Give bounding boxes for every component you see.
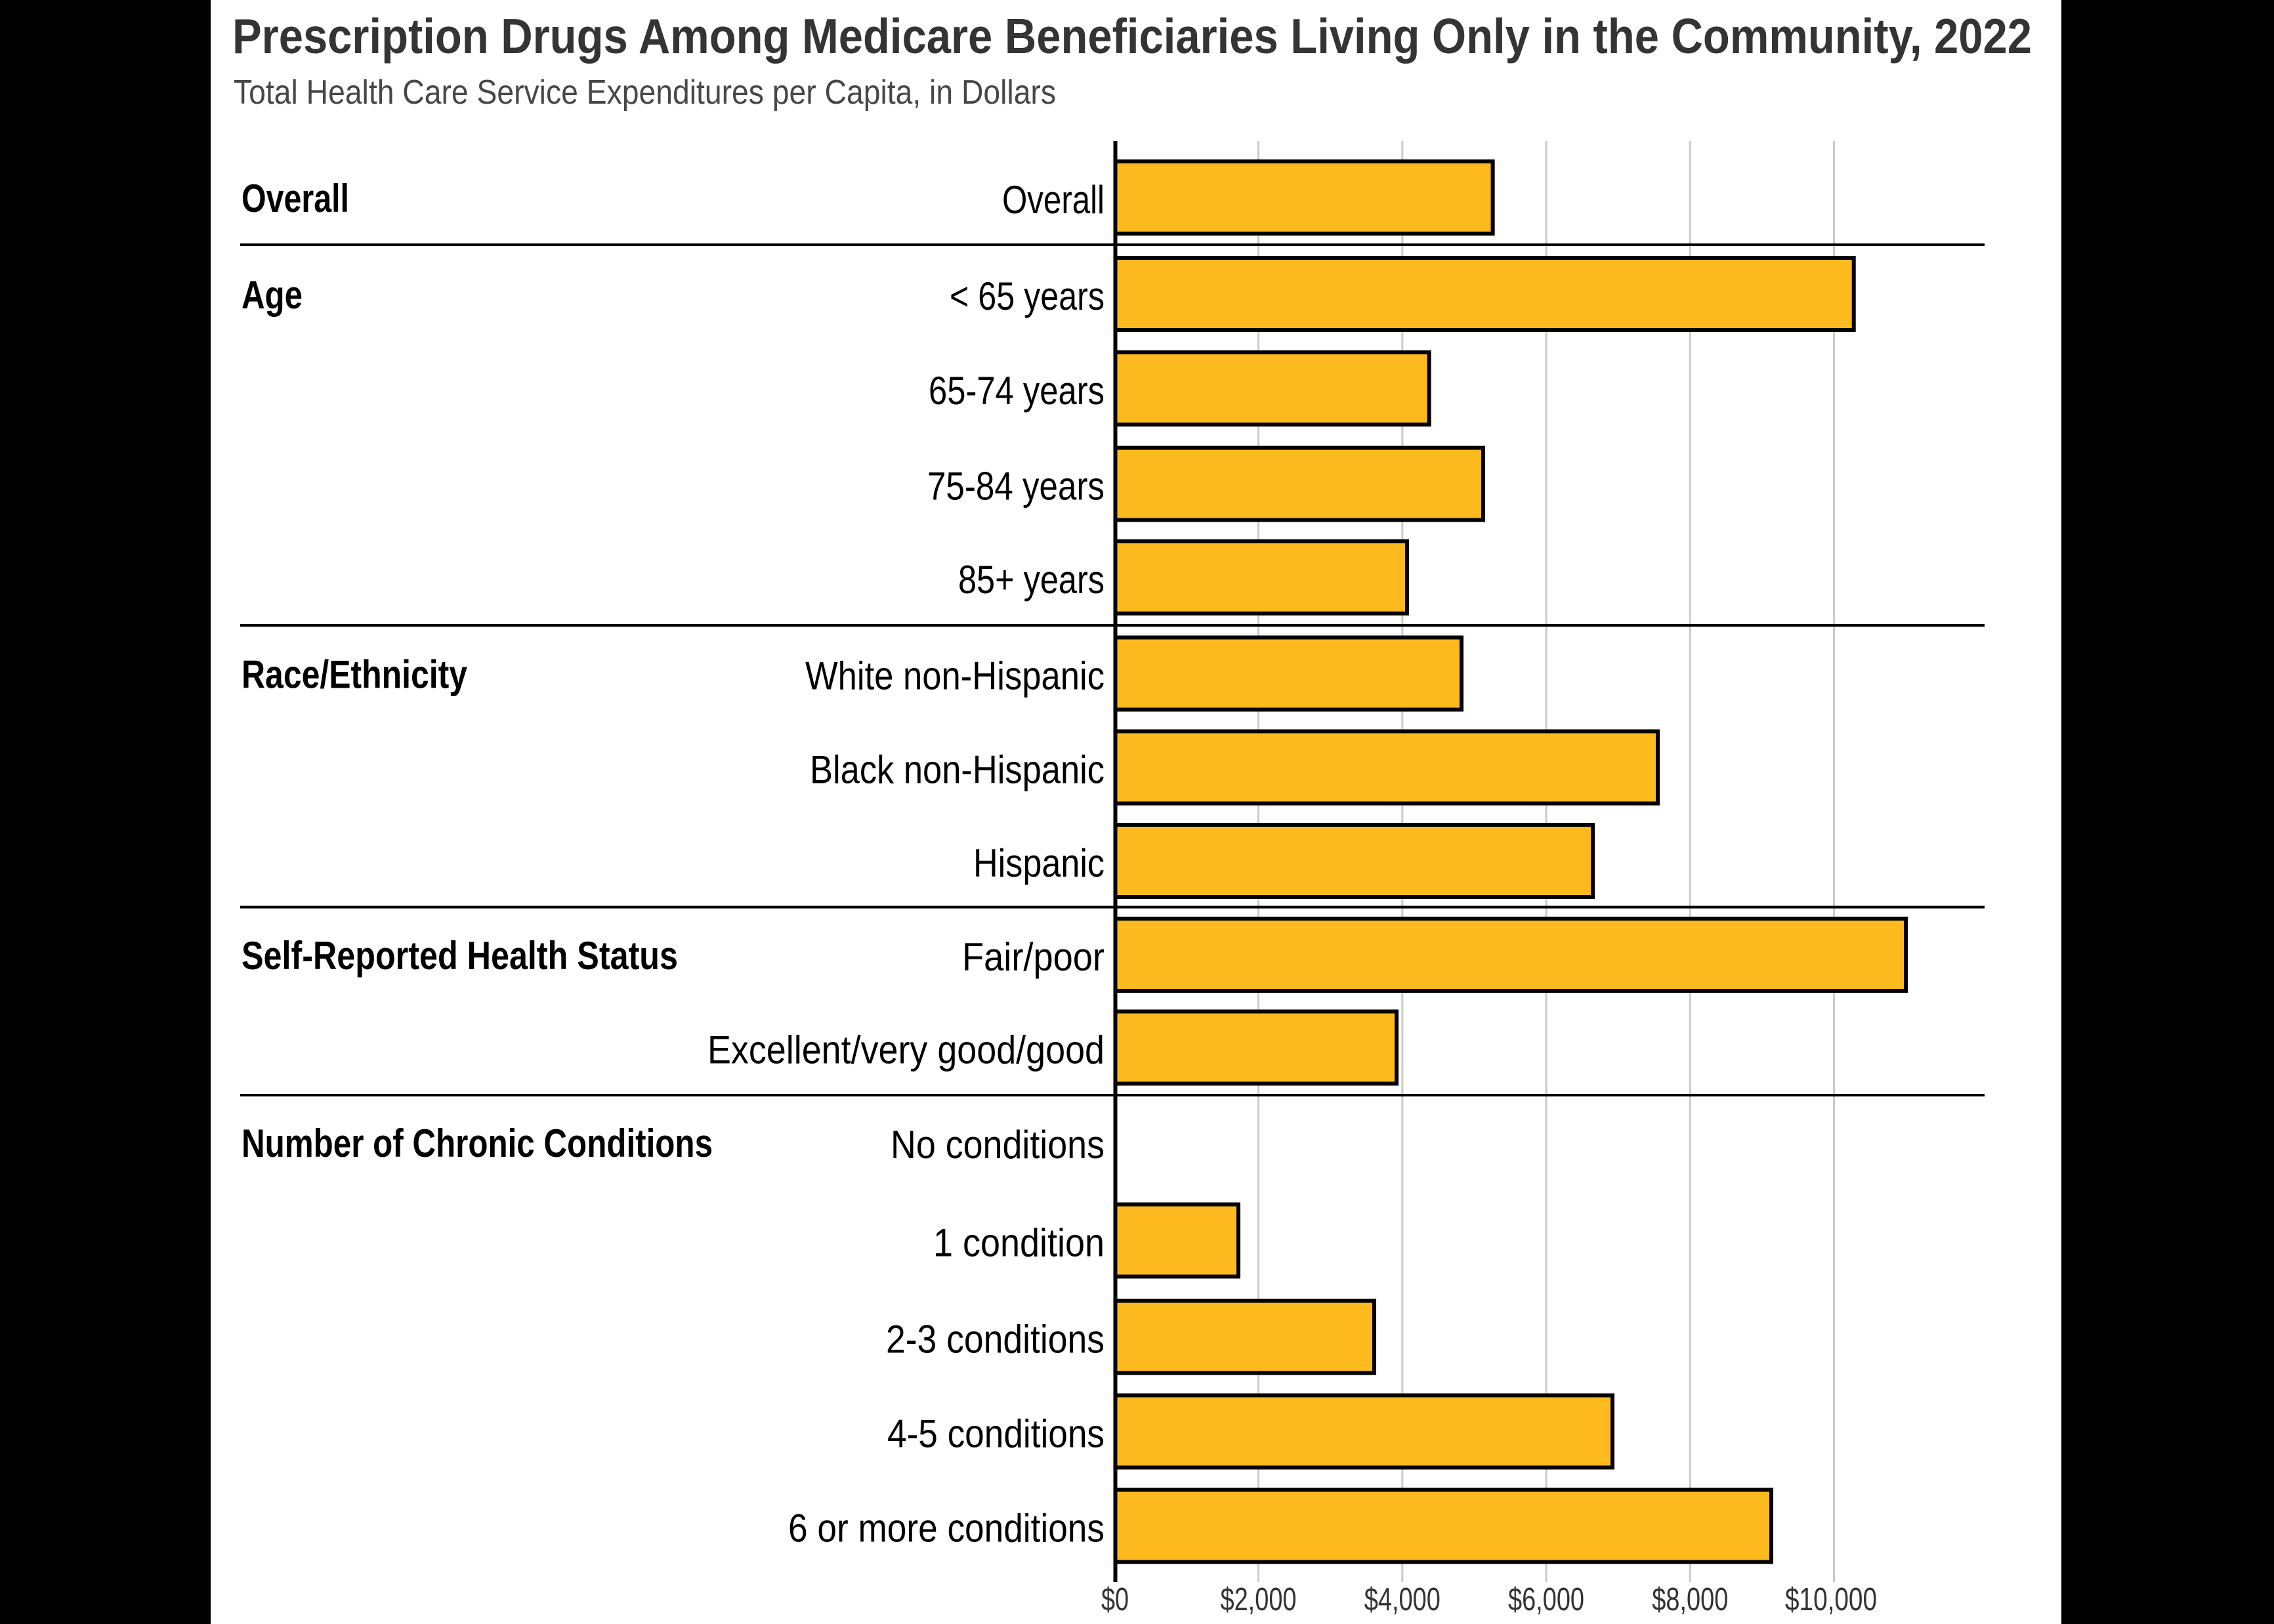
svg-text:Overall: Overall — [242, 177, 349, 220]
svg-text:$8,000: $8,000 — [1652, 1582, 1728, 1617]
svg-text:< 65 years: < 65 years — [950, 274, 1105, 318]
svg-text:$4,000: $4,000 — [1364, 1582, 1441, 1617]
svg-text:No conditions: No conditions — [891, 1123, 1105, 1167]
svg-text:Fair/poor: Fair/poor — [962, 935, 1105, 979]
svg-text:$0: $0 — [1101, 1582, 1129, 1617]
svg-text:Excellent/very good/good: Excellent/very good/good — [707, 1028, 1105, 1072]
svg-text:Number of Chronic Conditions: Number of Chronic Conditions — [242, 1121, 713, 1165]
svg-text:$6,000: $6,000 — [1508, 1582, 1584, 1617]
svg-text:1 condition: 1 condition — [933, 1221, 1105, 1265]
svg-text:Age: Age — [242, 273, 303, 317]
svg-text:$2,000: $2,000 — [1221, 1582, 1297, 1617]
svg-text:75-84 years: 75-84 years — [927, 465, 1105, 509]
svg-text:Hispanic: Hispanic — [973, 841, 1105, 885]
svg-text:Race/Ethnicity: Race/Ethnicity — [242, 653, 468, 697]
svg-text:White non-Hispanic: White non-Hispanic — [805, 654, 1105, 698]
svg-text:Self-Reported Health Status: Self-Reported Health Status — [242, 934, 678, 978]
svg-text:2-3 conditions: 2-3 conditions — [886, 1318, 1105, 1362]
svg-text:65-74 years: 65-74 years — [929, 369, 1105, 413]
svg-text:Black non-Hispanic: Black non-Hispanic — [810, 748, 1105, 792]
svg-text:85+ years: 85+ years — [958, 558, 1105, 602]
svg-text:6 or more conditions: 6 or more conditions — [788, 1507, 1105, 1551]
svg-text:$10,000: $10,000 — [1785, 1582, 1877, 1617]
svg-text:Overall: Overall — [1002, 178, 1105, 222]
svg-text:4-5 conditions: 4-5 conditions — [887, 1412, 1105, 1456]
svg-text:Prescription Drugs Among Medic: Prescription Drugs Among Medicare Benefi… — [232, 9, 2032, 64]
svg-text:Total Health Care Service Expe: Total Health Care Service Expenditures p… — [234, 73, 1056, 112]
